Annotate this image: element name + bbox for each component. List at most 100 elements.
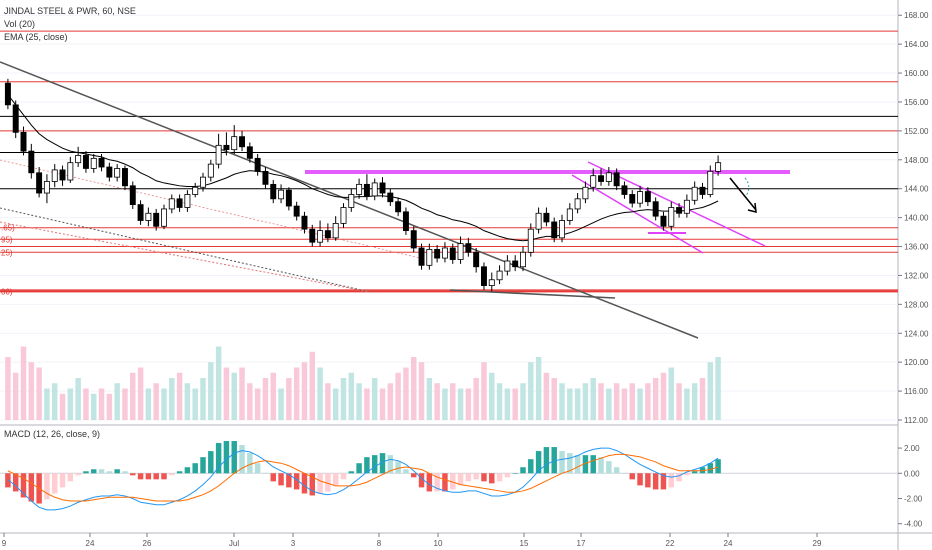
candle-body[interactable] [309, 228, 316, 243]
candle-body[interactable] [278, 189, 285, 200]
trendline-dotted-red[interactable] [0, 221, 371, 293]
candle-body[interactable] [332, 222, 339, 239]
trendline-dotted-grey[interactable] [0, 207, 371, 293]
candle-body[interactable] [668, 207, 675, 227]
candle-body[interactable] [488, 279, 495, 286]
candle-body[interactable] [36, 172, 43, 194]
candle-body[interactable] [621, 185, 628, 195]
candle-body[interactable] [75, 155, 82, 164]
candle-body[interactable] [90, 157, 97, 169]
candle-body[interactable] [543, 212, 550, 223]
candle-body[interactable] [168, 198, 175, 210]
candle-body[interactable] [395, 201, 402, 213]
candle-body[interactable] [387, 192, 394, 203]
candle-body[interactable] [270, 183, 277, 200]
candle-body[interactable] [28, 150, 35, 174]
candle-body[interactable] [114, 168, 121, 178]
candle-body[interactable] [184, 194, 191, 208]
candle-body[interactable] [129, 185, 136, 206]
candle-body[interactable] [371, 182, 378, 197]
candle-body[interactable] [51, 169, 58, 182]
candle-body[interactable] [301, 215, 308, 230]
candle-body[interactable] [356, 183, 363, 195]
candle-body[interactable] [20, 131, 27, 152]
candle-body[interactable] [200, 176, 206, 188]
candle-body[interactable] [473, 251, 480, 268]
candle-body[interactable] [629, 194, 636, 204]
candle-body[interactable] [4, 82, 11, 106]
candle-body[interactable] [161, 208, 167, 227]
candle-body[interactable] [426, 249, 433, 266]
candle-body[interactable] [512, 260, 519, 268]
candle-body[interactable] [207, 163, 214, 178]
candle-body[interactable] [574, 198, 581, 210]
candle-body[interactable] [590, 175, 597, 188]
candle-body[interactable] [496, 270, 503, 281]
candle-body[interactable] [715, 162, 722, 172]
candle-body[interactable] [527, 228, 534, 253]
candle-body[interactable] [551, 221, 558, 239]
candle-body[interactable] [98, 157, 105, 168]
candle-body[interactable] [480, 266, 487, 286]
candle-body[interactable] [598, 175, 605, 182]
candle-body[interactable] [652, 201, 659, 217]
candle-body[interactable] [691, 186, 698, 201]
volume-indicator-label[interactable]: Vol (20) [4, 19, 36, 29]
candle-body[interactable] [418, 247, 425, 266]
candle-body[interactable] [153, 212, 160, 227]
candle-body[interactable] [215, 144, 222, 165]
candle-body[interactable] [231, 136, 238, 151]
candle-body[interactable] [566, 208, 573, 221]
candle-body[interactable] [192, 186, 199, 195]
candle-body[interactable] [535, 212, 542, 230]
candle-body[interactable] [410, 230, 417, 249]
candle-body[interactable] [43, 181, 50, 194]
macd-indicator-label[interactable]: MACD (12, 26, close, 9) [4, 429, 101, 439]
candle-body[interactable] [254, 157, 261, 172]
symbol-title[interactable]: JINDAL STEEL & PWR, 60, NSE [4, 6, 136, 16]
candle-body[interactable] [637, 191, 644, 204]
candle-body[interactable] [121, 168, 128, 187]
candle-body[interactable] [605, 172, 612, 182]
candle-body[interactable] [324, 230, 331, 239]
resistance-zone[interactable] [305, 170, 790, 174]
candle-body[interactable] [457, 243, 464, 260]
candle-body[interactable] [145, 212, 152, 221]
candle-body[interactable] [246, 146, 253, 159]
candle-body[interactable] [239, 136, 246, 148]
candle-body[interactable] [67, 162, 74, 181]
candle-body[interactable] [285, 189, 292, 207]
candle-body[interactable] [348, 194, 355, 208]
candle-body[interactable] [340, 207, 347, 224]
support-line[interactable] [449, 289, 616, 299]
candle-body[interactable] [293, 205, 300, 217]
candle-body[interactable] [262, 170, 269, 185]
candle-body[interactable] [660, 215, 667, 227]
candle-body[interactable] [379, 182, 386, 194]
down-arrow-head[interactable] [747, 202, 757, 213]
candle-body[interactable] [699, 186, 706, 195]
candle-body[interactable] [441, 247, 448, 259]
candle-body[interactable] [707, 170, 714, 195]
candle-body[interactable] [683, 199, 690, 214]
alt-path-dotted[interactable] [744, 177, 750, 197]
candle-body[interactable] [137, 204, 144, 221]
candle-body[interactable] [12, 104, 19, 133]
candle-body[interactable] [223, 144, 230, 151]
candle-body[interactable] [402, 211, 409, 232]
ema-indicator-label[interactable]: EMA (25, close) [4, 32, 68, 42]
candle-body[interactable] [176, 198, 183, 208]
candle-body[interactable] [449, 247, 456, 260]
candle-body[interactable] [106, 166, 113, 178]
candle-body[interactable] [363, 183, 370, 197]
candle-body[interactable] [504, 260, 511, 272]
candle-body[interactable] [582, 186, 589, 200]
candle-body[interactable] [434, 249, 441, 259]
candle-body[interactable] [465, 243, 472, 253]
candle-body[interactable] [82, 155, 89, 169]
down-arrow-line[interactable] [729, 177, 757, 211]
candle-body[interactable] [676, 207, 683, 214]
candle-body[interactable] [317, 230, 324, 243]
candle-body[interactable] [613, 172, 620, 187]
